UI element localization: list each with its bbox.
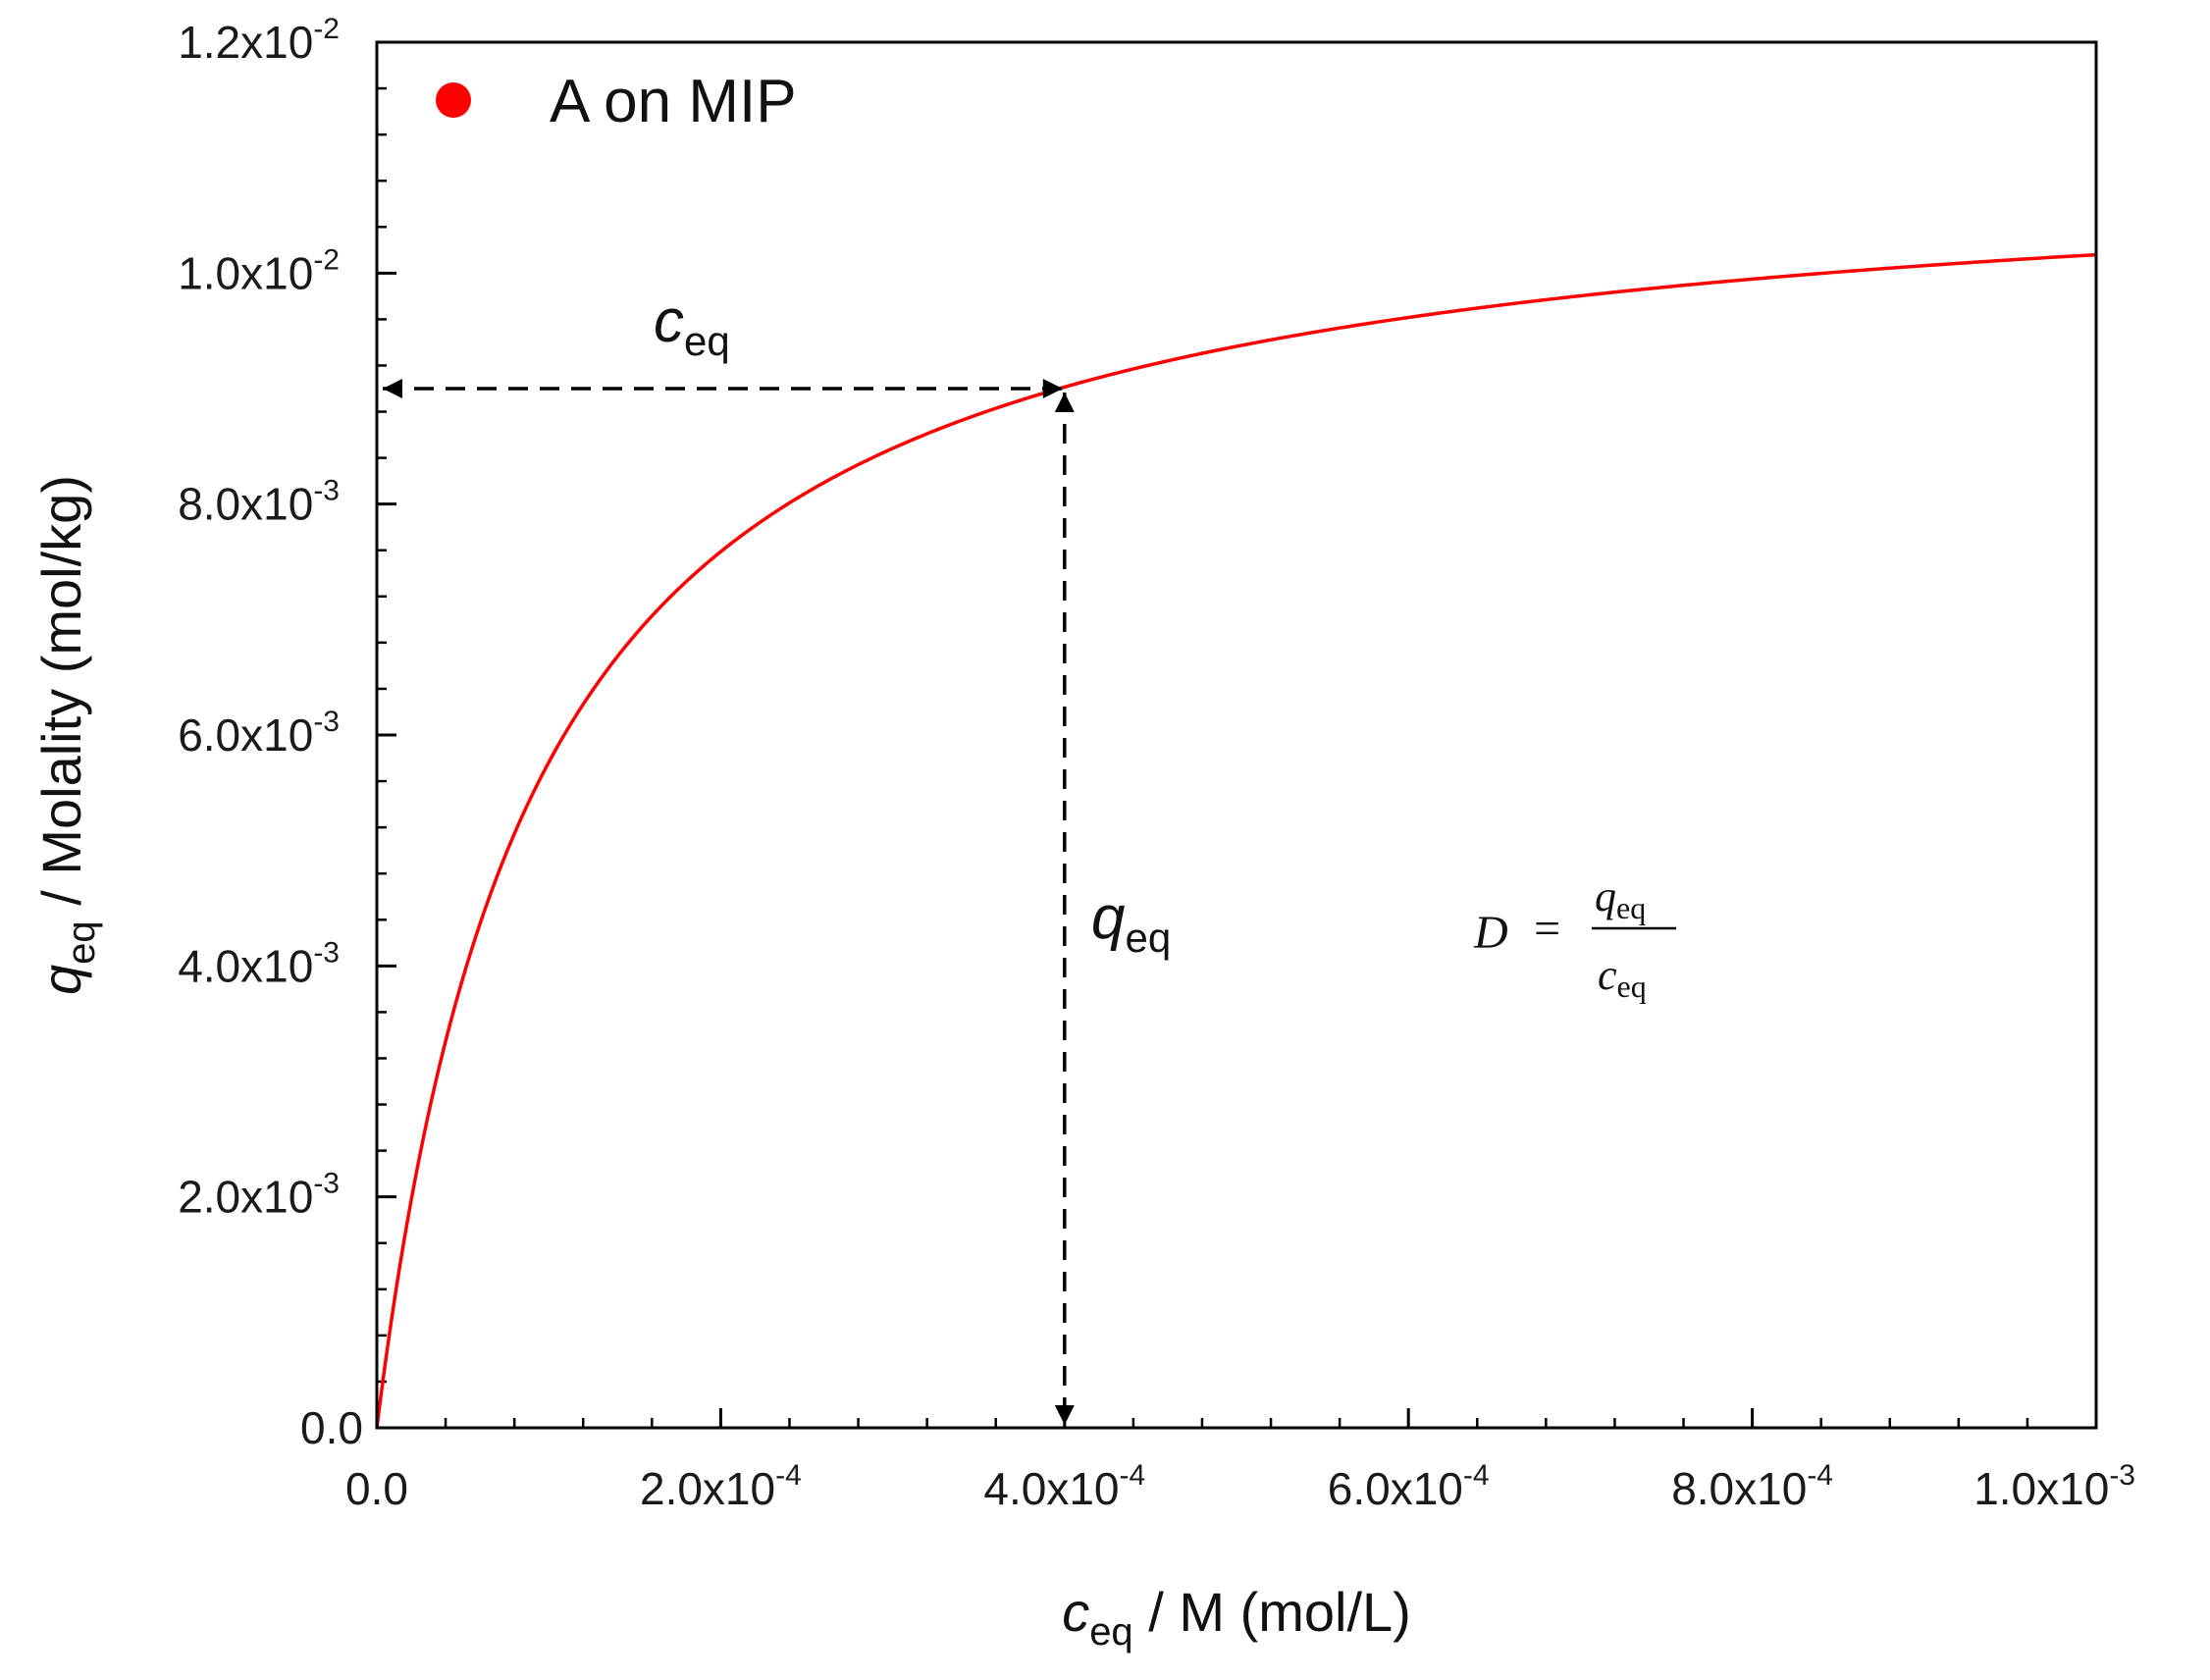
y-tick-label: 2.0x10-3 (178, 1168, 340, 1223)
x-tick-label: 8.0x10-4 (1671, 1459, 1833, 1514)
formula-numerator: qeq (1595, 872, 1646, 925)
x-tick-label: 1.0x10-3 (1973, 1459, 2135, 1514)
x-tick-label: 2.0x10-4 (640, 1459, 802, 1514)
x-tick-labels: 0.0 2.0x10-4 4.0x10-4 6.0x10-4 8.0x10-4 1.0x1… (345, 1459, 2135, 1514)
y-tick-labels: 0.0 2.0x10-3 4.0x10-3 6.0x10-3 8.0x10-3 1.0x1… (178, 13, 363, 1453)
qeq-annotation-label: qeq (1091, 884, 1171, 961)
major-ticks (375, 40, 2098, 1430)
y-tick-label: 6.0x10-3 (178, 706, 340, 761)
y-tick-label: 0.0 (300, 1402, 363, 1453)
y-axis-title: qeq / Molality (mol/kg) (30, 475, 103, 995)
formula-denominator: ceq (1598, 951, 1647, 1004)
plot-frame (375, 40, 2098, 1430)
x-axis-title: ceq / M (mol/L) (1062, 1581, 1411, 1654)
legend-marker-circle (436, 82, 471, 118)
x-tick-label: 6.0x10-4 (1328, 1459, 1490, 1514)
legend: A on MIP (436, 68, 797, 135)
series-line-a-on-mip (375, 252, 2097, 1429)
distribution-coefficient-formula: D = qeq ceq (1473, 872, 1676, 1004)
formula-equals: = (1531, 903, 1562, 955)
x-tick-label: 4.0x10-4 (983, 1459, 1145, 1514)
legend-label: A on MIP (550, 68, 797, 135)
y-tick-label: 1.2x10-2 (178, 13, 340, 68)
x-tick-label: 0.0 (345, 1463, 408, 1514)
ceq-annotation-label: ceq (654, 288, 730, 364)
y-tick-label: 8.0x10-3 (178, 475, 340, 530)
minor-ticks (377, 86, 2029, 1428)
y-tick-label: 1.0x10-2 (178, 243, 340, 298)
formula-lhs: D (1473, 907, 1508, 959)
y-tick-label: 4.0x10-3 (178, 936, 340, 991)
